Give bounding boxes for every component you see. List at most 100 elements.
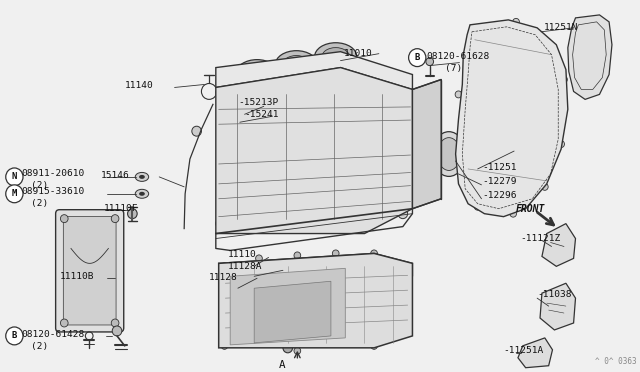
Circle shape [474, 49, 504, 80]
Circle shape [371, 250, 378, 257]
Circle shape [216, 87, 225, 97]
Text: 11010: 11010 [344, 49, 372, 58]
Ellipse shape [437, 138, 460, 170]
FancyBboxPatch shape [63, 217, 116, 325]
Polygon shape [412, 80, 441, 209]
Ellipse shape [236, 60, 278, 87]
Text: B: B [12, 331, 17, 340]
Circle shape [60, 319, 68, 327]
Text: 11110B: 11110B [60, 272, 94, 281]
Circle shape [404, 263, 411, 270]
Circle shape [541, 36, 548, 43]
Polygon shape [216, 52, 412, 89]
Circle shape [6, 327, 23, 345]
Circle shape [192, 126, 202, 136]
Circle shape [230, 119, 284, 175]
Circle shape [477, 92, 550, 167]
Text: -15213P: -15213P [238, 98, 278, 108]
Circle shape [288, 125, 326, 164]
Text: 15146: 15146 [100, 171, 129, 180]
Circle shape [216, 219, 225, 228]
Circle shape [294, 252, 301, 259]
Text: 11140: 11140 [125, 81, 154, 90]
Circle shape [398, 209, 408, 219]
Text: ^ 0^ 0363: ^ 0^ 0363 [595, 357, 636, 366]
Text: FRONT: FRONT [516, 204, 545, 214]
Circle shape [332, 250, 339, 257]
Text: -11251: -11251 [483, 163, 517, 172]
Text: -12279: -12279 [483, 177, 517, 186]
Text: 08120-61428: 08120-61428 [21, 330, 84, 339]
Text: 11251N: 11251N [544, 23, 579, 32]
Ellipse shape [322, 48, 349, 66]
Polygon shape [219, 253, 412, 348]
Circle shape [294, 347, 301, 354]
Text: -11121Z: -11121Z [520, 234, 560, 243]
Circle shape [217, 110, 225, 118]
Ellipse shape [315, 43, 357, 71]
Circle shape [561, 76, 567, 83]
Ellipse shape [275, 51, 317, 78]
Text: 08911-20610: 08911-20610 [21, 169, 84, 178]
Circle shape [484, 99, 542, 159]
Circle shape [221, 263, 228, 270]
Circle shape [558, 141, 564, 148]
Circle shape [541, 183, 548, 190]
Circle shape [221, 342, 228, 349]
Text: 11128: 11128 [209, 273, 238, 282]
Text: -12296: -12296 [483, 191, 517, 200]
Polygon shape [568, 15, 612, 99]
Polygon shape [254, 281, 331, 343]
Text: (2): (2) [31, 342, 48, 351]
Circle shape [331, 111, 385, 167]
Polygon shape [456, 20, 568, 217]
Circle shape [223, 121, 228, 127]
Polygon shape [542, 224, 575, 266]
Text: (2): (2) [31, 199, 48, 208]
Text: 08915-33610: 08915-33610 [21, 187, 84, 196]
Circle shape [408, 49, 426, 67]
Circle shape [470, 28, 476, 35]
Ellipse shape [283, 55, 310, 74]
Circle shape [510, 210, 516, 217]
FancyBboxPatch shape [56, 210, 124, 332]
Ellipse shape [139, 192, 145, 196]
Text: (7): (7) [445, 64, 462, 73]
Text: (2): (2) [31, 181, 48, 190]
Ellipse shape [135, 173, 148, 182]
Text: 11110: 11110 [228, 250, 257, 259]
Polygon shape [518, 338, 552, 368]
Circle shape [283, 343, 292, 353]
Text: M: M [12, 189, 17, 198]
Text: -11251A: -11251A [504, 346, 544, 355]
Circle shape [112, 326, 122, 336]
Circle shape [111, 319, 119, 327]
Circle shape [398, 87, 408, 97]
Circle shape [457, 166, 464, 173]
Text: -11038: -11038 [537, 290, 572, 299]
Ellipse shape [139, 175, 145, 179]
Circle shape [371, 342, 378, 349]
Circle shape [404, 305, 411, 312]
Circle shape [6, 185, 23, 203]
Text: -15241: -15241 [244, 110, 279, 119]
Circle shape [111, 215, 119, 222]
Circle shape [127, 209, 137, 219]
Circle shape [426, 58, 433, 65]
Text: 08120-61628: 08120-61628 [426, 52, 489, 61]
Circle shape [468, 43, 510, 86]
Circle shape [238, 128, 276, 167]
Ellipse shape [432, 132, 466, 176]
Text: B: B [415, 53, 420, 62]
Text: A: A [279, 360, 285, 370]
Polygon shape [216, 68, 412, 234]
Circle shape [6, 168, 23, 186]
Circle shape [513, 18, 520, 25]
Text: 11128A: 11128A [228, 262, 263, 271]
Polygon shape [219, 253, 412, 276]
Text: N: N [12, 172, 17, 182]
Circle shape [60, 215, 68, 222]
Polygon shape [230, 268, 346, 345]
Ellipse shape [135, 189, 148, 198]
Circle shape [455, 91, 462, 98]
